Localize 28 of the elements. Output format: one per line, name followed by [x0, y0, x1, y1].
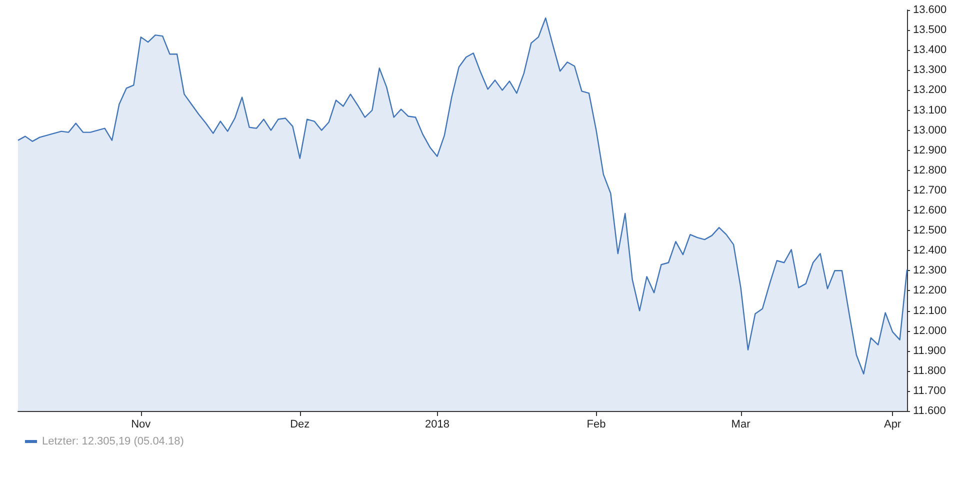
y-tick-label: 13.000	[913, 124, 947, 136]
y-tick-label: 13.400	[913, 44, 947, 56]
legend-label: Letzter: 12.305,19 (05.04.18)	[42, 436, 184, 448]
y-tick-label: 12.000	[913, 324, 947, 337]
y-tick-label: 11.700	[913, 384, 946, 397]
y-tick-label: 12.100	[913, 304, 947, 317]
y-tick-label: 11.800	[913, 364, 946, 377]
y-tick-label: 13.600	[913, 4, 947, 16]
y-tick-label: 13.300	[913, 64, 947, 76]
y-tick-label: 13.500	[913, 24, 947, 36]
x-tick-label: Feb	[586, 418, 606, 430]
y-tick-label: 11.900	[913, 344, 946, 357]
y-tick-label: 12.800	[913, 164, 947, 176]
x-tick-label: Dez	[290, 418, 310, 430]
x-tick-label: 2018	[424, 418, 450, 430]
x-tick-label: Nov	[131, 418, 152, 430]
y-tick-label: 13.100	[913, 104, 947, 116]
x-tick-label: Apr	[884, 418, 902, 430]
y-tick-label: 12.400	[913, 244, 947, 257]
y-tick-label: 12.900	[913, 144, 947, 156]
x-tick-label: Mar	[731, 418, 751, 430]
y-tick-label: 12.500	[913, 224, 947, 237]
y-tick-label: 12.600	[913, 204, 947, 216]
y-tick-label: 11.600	[913, 405, 946, 417]
y-tick-label: 12.200	[913, 284, 947, 297]
y-tick-label: 12.300	[913, 264, 947, 277]
y-tick-label: 13.200	[913, 84, 947, 96]
y-tick-label: 12.700	[913, 184, 947, 196]
